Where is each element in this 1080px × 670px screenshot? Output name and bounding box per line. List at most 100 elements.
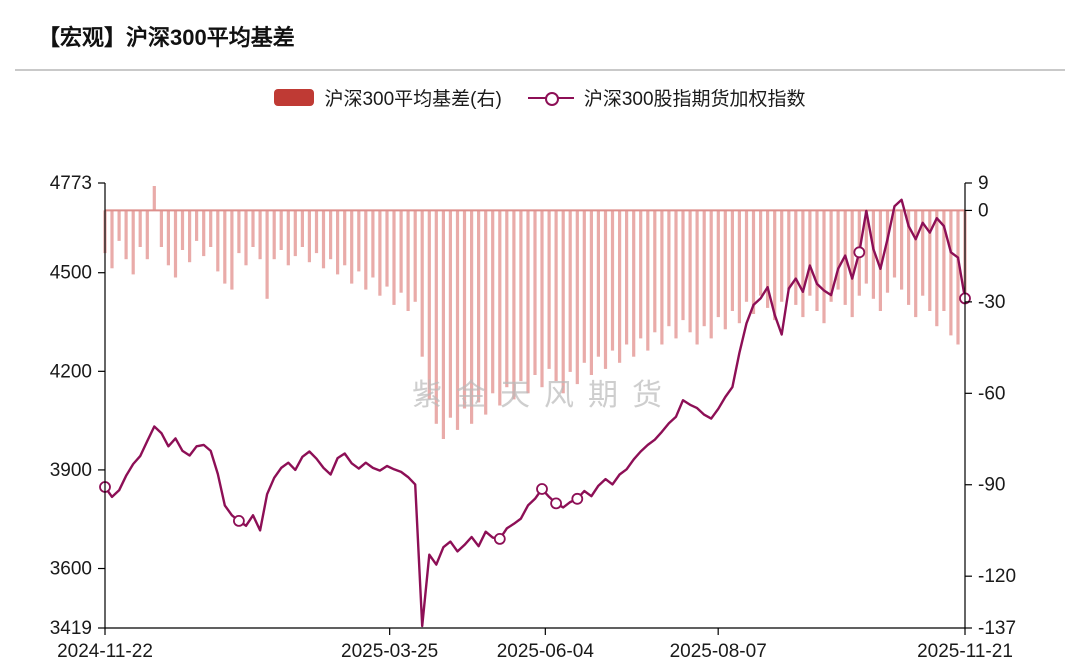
basis-bar xyxy=(399,210,403,293)
basis-bar xyxy=(378,210,382,296)
basis-bar xyxy=(202,210,206,257)
basis-bar xyxy=(209,210,213,247)
tick-label: -120 xyxy=(978,566,1016,587)
basis-bar xyxy=(272,210,276,260)
basis-bar xyxy=(582,210,586,363)
basis-bar xyxy=(512,210,516,400)
basis-bar xyxy=(159,210,163,247)
basis-bar xyxy=(935,210,939,327)
index-line xyxy=(103,198,967,628)
basis-bar xyxy=(766,210,770,308)
chart-title: 【宏观】沪深300平均基差 xyxy=(38,25,295,50)
tick-label: -30 xyxy=(978,292,1005,313)
tick-label: 3900 xyxy=(50,460,92,481)
basis-bar xyxy=(293,210,297,257)
basis-bar xyxy=(258,210,262,260)
basis-bar xyxy=(561,210,565,394)
legend-item-basis[interactable]: 沪深300平均基差(右) xyxy=(274,84,502,111)
basis-bar xyxy=(455,210,460,430)
basis-bar xyxy=(286,210,290,266)
basis-bar xyxy=(829,210,833,302)
tick-label: -60 xyxy=(978,383,1005,404)
basis-bar xyxy=(639,210,643,339)
basis-bar xyxy=(949,210,953,336)
basis-bar xyxy=(554,210,558,382)
basis-bar xyxy=(110,210,114,269)
tick-label: 2025-03-25 xyxy=(341,641,438,662)
line-swatch-marker xyxy=(544,91,559,106)
basis-bar xyxy=(787,210,791,290)
basis-bar xyxy=(350,210,354,284)
basis-bar xyxy=(850,210,854,318)
basis-bar xyxy=(138,210,142,247)
tick-label: 9 xyxy=(978,173,989,194)
basis-bar xyxy=(759,210,763,296)
basis-bar xyxy=(223,210,227,284)
basis-bar xyxy=(794,210,798,305)
legend: 沪深300平均基差(右) 沪深300股指期货加权指数 xyxy=(0,84,1080,111)
basis-bar xyxy=(618,210,622,363)
basis-bar xyxy=(173,210,178,278)
basis-bar xyxy=(427,210,431,400)
basis-bar xyxy=(589,210,593,375)
basis-bar xyxy=(956,210,960,345)
basis-bar xyxy=(928,210,932,311)
basis-bar xyxy=(688,210,692,333)
tick-label: -137 xyxy=(978,618,1016,639)
basis-bar xyxy=(780,210,784,302)
basis-bar xyxy=(117,210,121,241)
tick-label: 4773 xyxy=(50,173,92,194)
basis-bar xyxy=(195,210,199,241)
line-marker xyxy=(232,515,245,527)
basis-bar xyxy=(892,210,897,278)
basis-bar xyxy=(801,210,805,318)
basis-bar xyxy=(505,210,509,388)
basis-bar xyxy=(131,210,135,275)
basis-bar xyxy=(526,210,530,394)
basis-bar xyxy=(124,210,128,260)
basis-bar xyxy=(914,210,918,318)
title-divider xyxy=(15,69,1065,71)
basis-bar xyxy=(568,210,572,372)
line-marker xyxy=(550,497,562,510)
tick-label: -90 xyxy=(978,475,1005,496)
basis-bar xyxy=(343,210,347,266)
basis-bar xyxy=(300,210,304,247)
basis-bar xyxy=(773,210,777,321)
basis-bar xyxy=(885,210,890,293)
basis-bar xyxy=(808,210,812,296)
legend-item-index[interactable]: 沪深300股指期货加权指数 xyxy=(527,84,806,111)
basis-bar xyxy=(723,210,727,330)
basis-bar xyxy=(540,210,544,388)
basis-bar xyxy=(329,210,333,260)
basis-bar xyxy=(336,210,340,275)
basis-bar xyxy=(166,210,170,266)
basis-bar xyxy=(392,210,396,305)
basis-bar xyxy=(364,210,368,290)
basis-bar xyxy=(477,210,481,403)
basis-bar xyxy=(413,210,417,302)
basis-bar xyxy=(470,210,474,424)
basis-bar xyxy=(695,210,699,345)
tick-label: 0 xyxy=(978,200,989,221)
basis-bar xyxy=(547,210,551,369)
basis-bar xyxy=(681,210,685,321)
basis-bar xyxy=(434,210,438,424)
tick-label: 4500 xyxy=(50,263,92,284)
basis-bar xyxy=(230,210,234,290)
basis-bar xyxy=(942,210,946,311)
line-marker xyxy=(493,533,506,545)
line-marker xyxy=(853,246,866,259)
basis-bar xyxy=(610,210,615,351)
basis-bar xyxy=(702,210,706,327)
basis-bar xyxy=(900,210,904,290)
basis-bar xyxy=(907,210,911,305)
basis-bar xyxy=(709,210,713,339)
basis-bar xyxy=(625,210,629,345)
basis-bar xyxy=(307,210,311,263)
basis-bar xyxy=(921,210,925,296)
tick-label: 3419 xyxy=(50,618,92,639)
basis-bar xyxy=(484,210,488,415)
